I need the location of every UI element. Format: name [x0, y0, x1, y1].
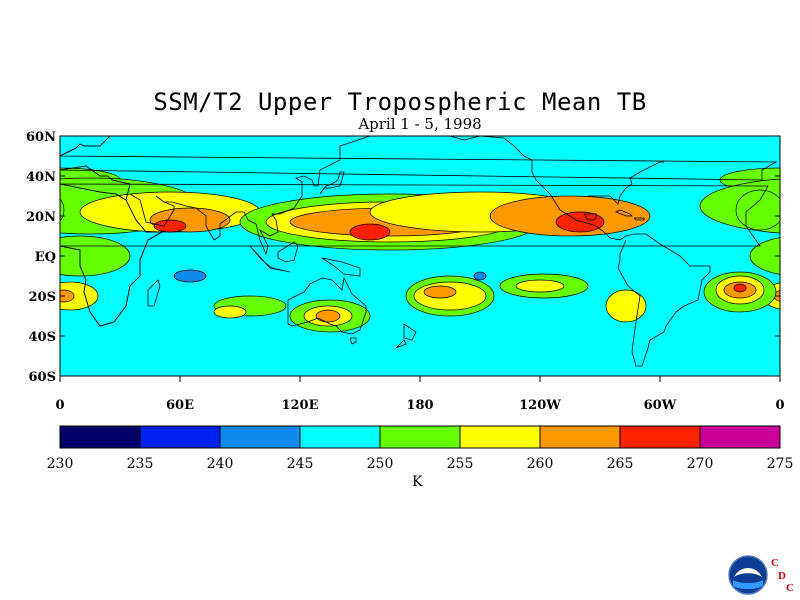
lon-tick-label: 120W [519, 398, 561, 413]
colorbar-swatch [299, 425, 381, 449]
colorbar-tick-label: 240 [207, 456, 234, 472]
colorbar-tick-label: 275 [767, 456, 794, 472]
colorbar-tick-label: 250 [367, 456, 394, 472]
colorbar-tick-label: 245 [287, 456, 314, 472]
noaa-cdc-logo: C D C [728, 555, 794, 595]
noaa-logo-bird [734, 568, 762, 577]
contour-region [153, 219, 187, 233]
colorbar-swatch [539, 425, 621, 449]
coastline [691, 136, 692, 137]
colorbar-tick-label: 230 [47, 456, 74, 472]
colorbar-tick-label: 260 [527, 456, 554, 472]
coastline [321, 257, 361, 277]
contour-region [60, 281, 99, 311]
logo-letter-d: D [778, 570, 786, 582]
contour-region [515, 279, 565, 293]
colorbar-units-label: K [412, 474, 423, 490]
coastline [249, 245, 291, 273]
contour-region [423, 285, 457, 299]
contour-region [213, 305, 247, 319]
lon-tick-label: 180 [406, 398, 433, 413]
coastline [349, 337, 357, 345]
contour-region [173, 269, 207, 283]
contour-region [60, 289, 75, 303]
lat-tick-label: 60N [26, 130, 56, 145]
coastline [583, 213, 597, 221]
logo-letter-c1: C [771, 557, 779, 569]
lon-tick-label: 0 [55, 398, 64, 413]
lat-tick-label: 40N [26, 170, 56, 185]
colorbar-swatch [459, 425, 541, 449]
contour-region [349, 223, 391, 241]
contour-region [605, 289, 647, 323]
coastline [403, 323, 417, 341]
coastline [449, 136, 711, 367]
contour-regions [60, 167, 780, 333]
coastline [319, 171, 345, 195]
lat-tick-label: 60S [29, 370, 56, 385]
longitude-axis: 0 60E 120E 180 120W 60W 0 [55, 376, 785, 413]
lat-tick-label: 20N [26, 210, 56, 225]
coastline [60, 136, 131, 201]
contour-region [555, 211, 605, 233]
coastline [395, 339, 407, 349]
lat-tick-label: 40S [29, 330, 56, 345]
coastline [129, 136, 371, 256]
contour-region [735, 189, 780, 231]
logo-letter-c2: C [786, 582, 794, 594]
coastline [615, 209, 633, 217]
colorbar-tick-label: 255 [447, 456, 474, 472]
lat-tick-label: 20S [29, 290, 56, 305]
lon-tick-label: 0 [775, 398, 784, 413]
colorbar-swatch [59, 425, 141, 449]
colorbar-swatch [139, 425, 221, 449]
colorbar-tick-label: 270 [687, 456, 714, 472]
latitude-axis: 60N 40N 20N EQ 20S 40S 60S [26, 130, 780, 385]
lon-tick-label: 60W [644, 398, 677, 413]
lon-tick-label: 120E [281, 398, 318, 413]
coastline [633, 217, 645, 221]
lon-tick-label: 60E [166, 398, 194, 413]
colorbar-swatch [699, 425, 781, 449]
contour-region [473, 271, 487, 281]
colorbar-tick-label: 265 [607, 456, 634, 472]
coastline [60, 183, 164, 327]
chart-subtitle: April 1 - 5, 1998 [358, 115, 482, 133]
map-background [60, 136, 780, 376]
colorbar-swatch [379, 425, 461, 449]
coastline [588, 161, 664, 205]
colorbar-tick-label: 235 [127, 456, 154, 472]
colorbar: 230 235 240 245 250 255 260 265 270 275 [47, 425, 794, 472]
colorbar-swatch [619, 425, 701, 449]
lat-tick-label: EQ [35, 250, 56, 265]
contour-region [315, 309, 341, 323]
coastline [277, 241, 299, 263]
contour-region [733, 283, 747, 293]
colorbar-swatch [219, 425, 301, 449]
contour-region [749, 237, 780, 275]
chart-title: SSM/T2 Upper Tropospheric Mean TB [153, 88, 647, 116]
coastline [147, 279, 161, 307]
coastline [287, 276, 367, 335]
coastlines [60, 136, 778, 367]
noaa-logo-wave [733, 580, 763, 589]
